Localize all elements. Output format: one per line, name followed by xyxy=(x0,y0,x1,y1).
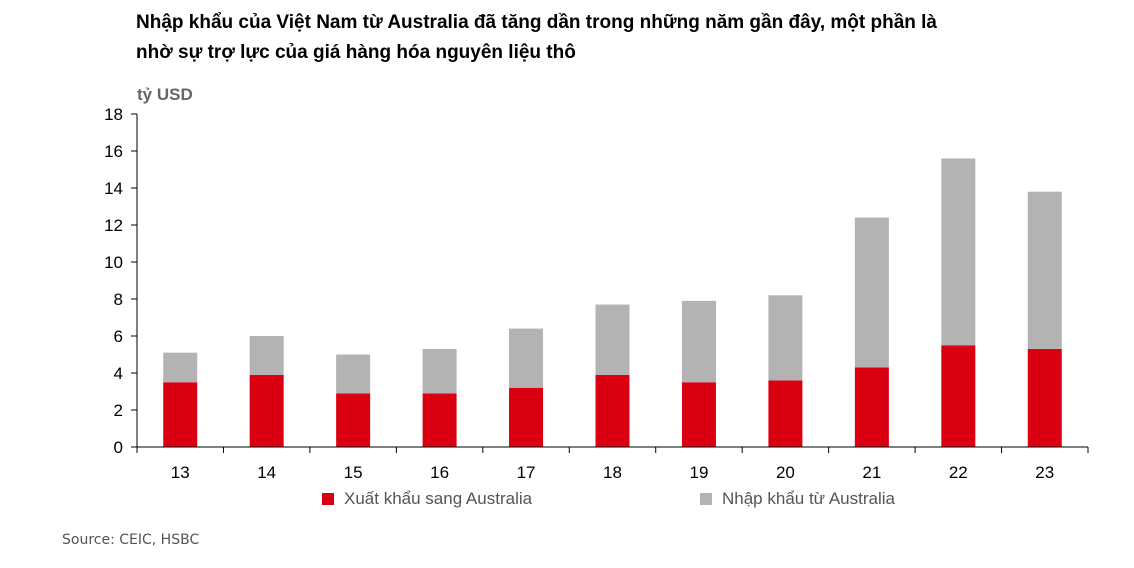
bar-import xyxy=(1027,191,1062,349)
legend-swatch-import xyxy=(700,492,712,505)
bar-import xyxy=(163,352,198,383)
y-axis-unit-label: tỷ USD xyxy=(137,85,193,104)
x-tick-label: 19 xyxy=(689,463,708,482)
bar-import xyxy=(249,336,284,375)
bar-export xyxy=(595,374,630,447)
y-tick-label: 0 xyxy=(114,438,123,457)
bar-import xyxy=(509,328,544,388)
chart-title: Nhập khẩu của Việt Nam từ Australia đã t… xyxy=(136,8,1036,68)
x-tick-label: 18 xyxy=(603,463,622,482)
x-tick-label: 13 xyxy=(171,463,190,482)
bar-import xyxy=(681,300,716,383)
bar-export xyxy=(163,382,198,447)
y-tick-label: 14 xyxy=(104,179,123,198)
y-tick-label: 16 xyxy=(104,142,123,161)
chart-title-line-2: nhờ sự trợ lực của giá hàng hóa nguyên l… xyxy=(136,42,576,63)
legend-item-import: Nhập khẩu từ Australia xyxy=(700,489,895,509)
bar-export xyxy=(681,382,716,447)
legend-item-export: Xuất khẩu sang Australia xyxy=(322,489,532,509)
legend-label-export: Xuất khẩu sang Australia xyxy=(344,489,533,508)
y-tick-label: 10 xyxy=(104,253,123,272)
source-note: Source: CEIC, HSBC xyxy=(62,532,200,548)
y-tick-label: 18 xyxy=(104,105,123,124)
x-tick-label: 23 xyxy=(1035,463,1054,482)
bar-import xyxy=(422,348,457,394)
legend-label-import: Nhập khẩu từ Australia xyxy=(722,489,895,508)
bar-import xyxy=(941,158,976,346)
y-tick-label: 6 xyxy=(114,327,123,346)
bar-export xyxy=(422,393,457,447)
y-tick-label: 8 xyxy=(114,290,123,309)
x-tick-label: 14 xyxy=(257,463,276,482)
bar-export xyxy=(509,387,544,447)
y-tick-label: 4 xyxy=(114,364,123,383)
bar-export xyxy=(1027,348,1062,447)
x-tick-label: 22 xyxy=(949,463,968,482)
chart-title-line-1: Nhập khẩu của Việt Nam từ Australia đã t… xyxy=(136,12,937,33)
x-tick-label: 21 xyxy=(862,463,881,482)
legend-swatch-export xyxy=(322,492,334,505)
x-tick-label: 16 xyxy=(430,463,449,482)
x-tick-label: 17 xyxy=(517,463,536,482)
y-tick-label: 2 xyxy=(114,401,123,420)
x-tick-label: 20 xyxy=(776,463,795,482)
bar-export xyxy=(249,374,284,447)
bar-import xyxy=(595,304,630,375)
y-tick-label: 12 xyxy=(104,216,123,235)
bar-import xyxy=(336,354,371,394)
x-tick-label: 15 xyxy=(344,463,363,482)
bar-export xyxy=(941,345,976,447)
bar-export xyxy=(768,380,803,447)
bar-import xyxy=(768,295,803,381)
bar-export xyxy=(854,367,889,447)
bar-export xyxy=(336,393,371,447)
bar-import xyxy=(854,217,889,368)
